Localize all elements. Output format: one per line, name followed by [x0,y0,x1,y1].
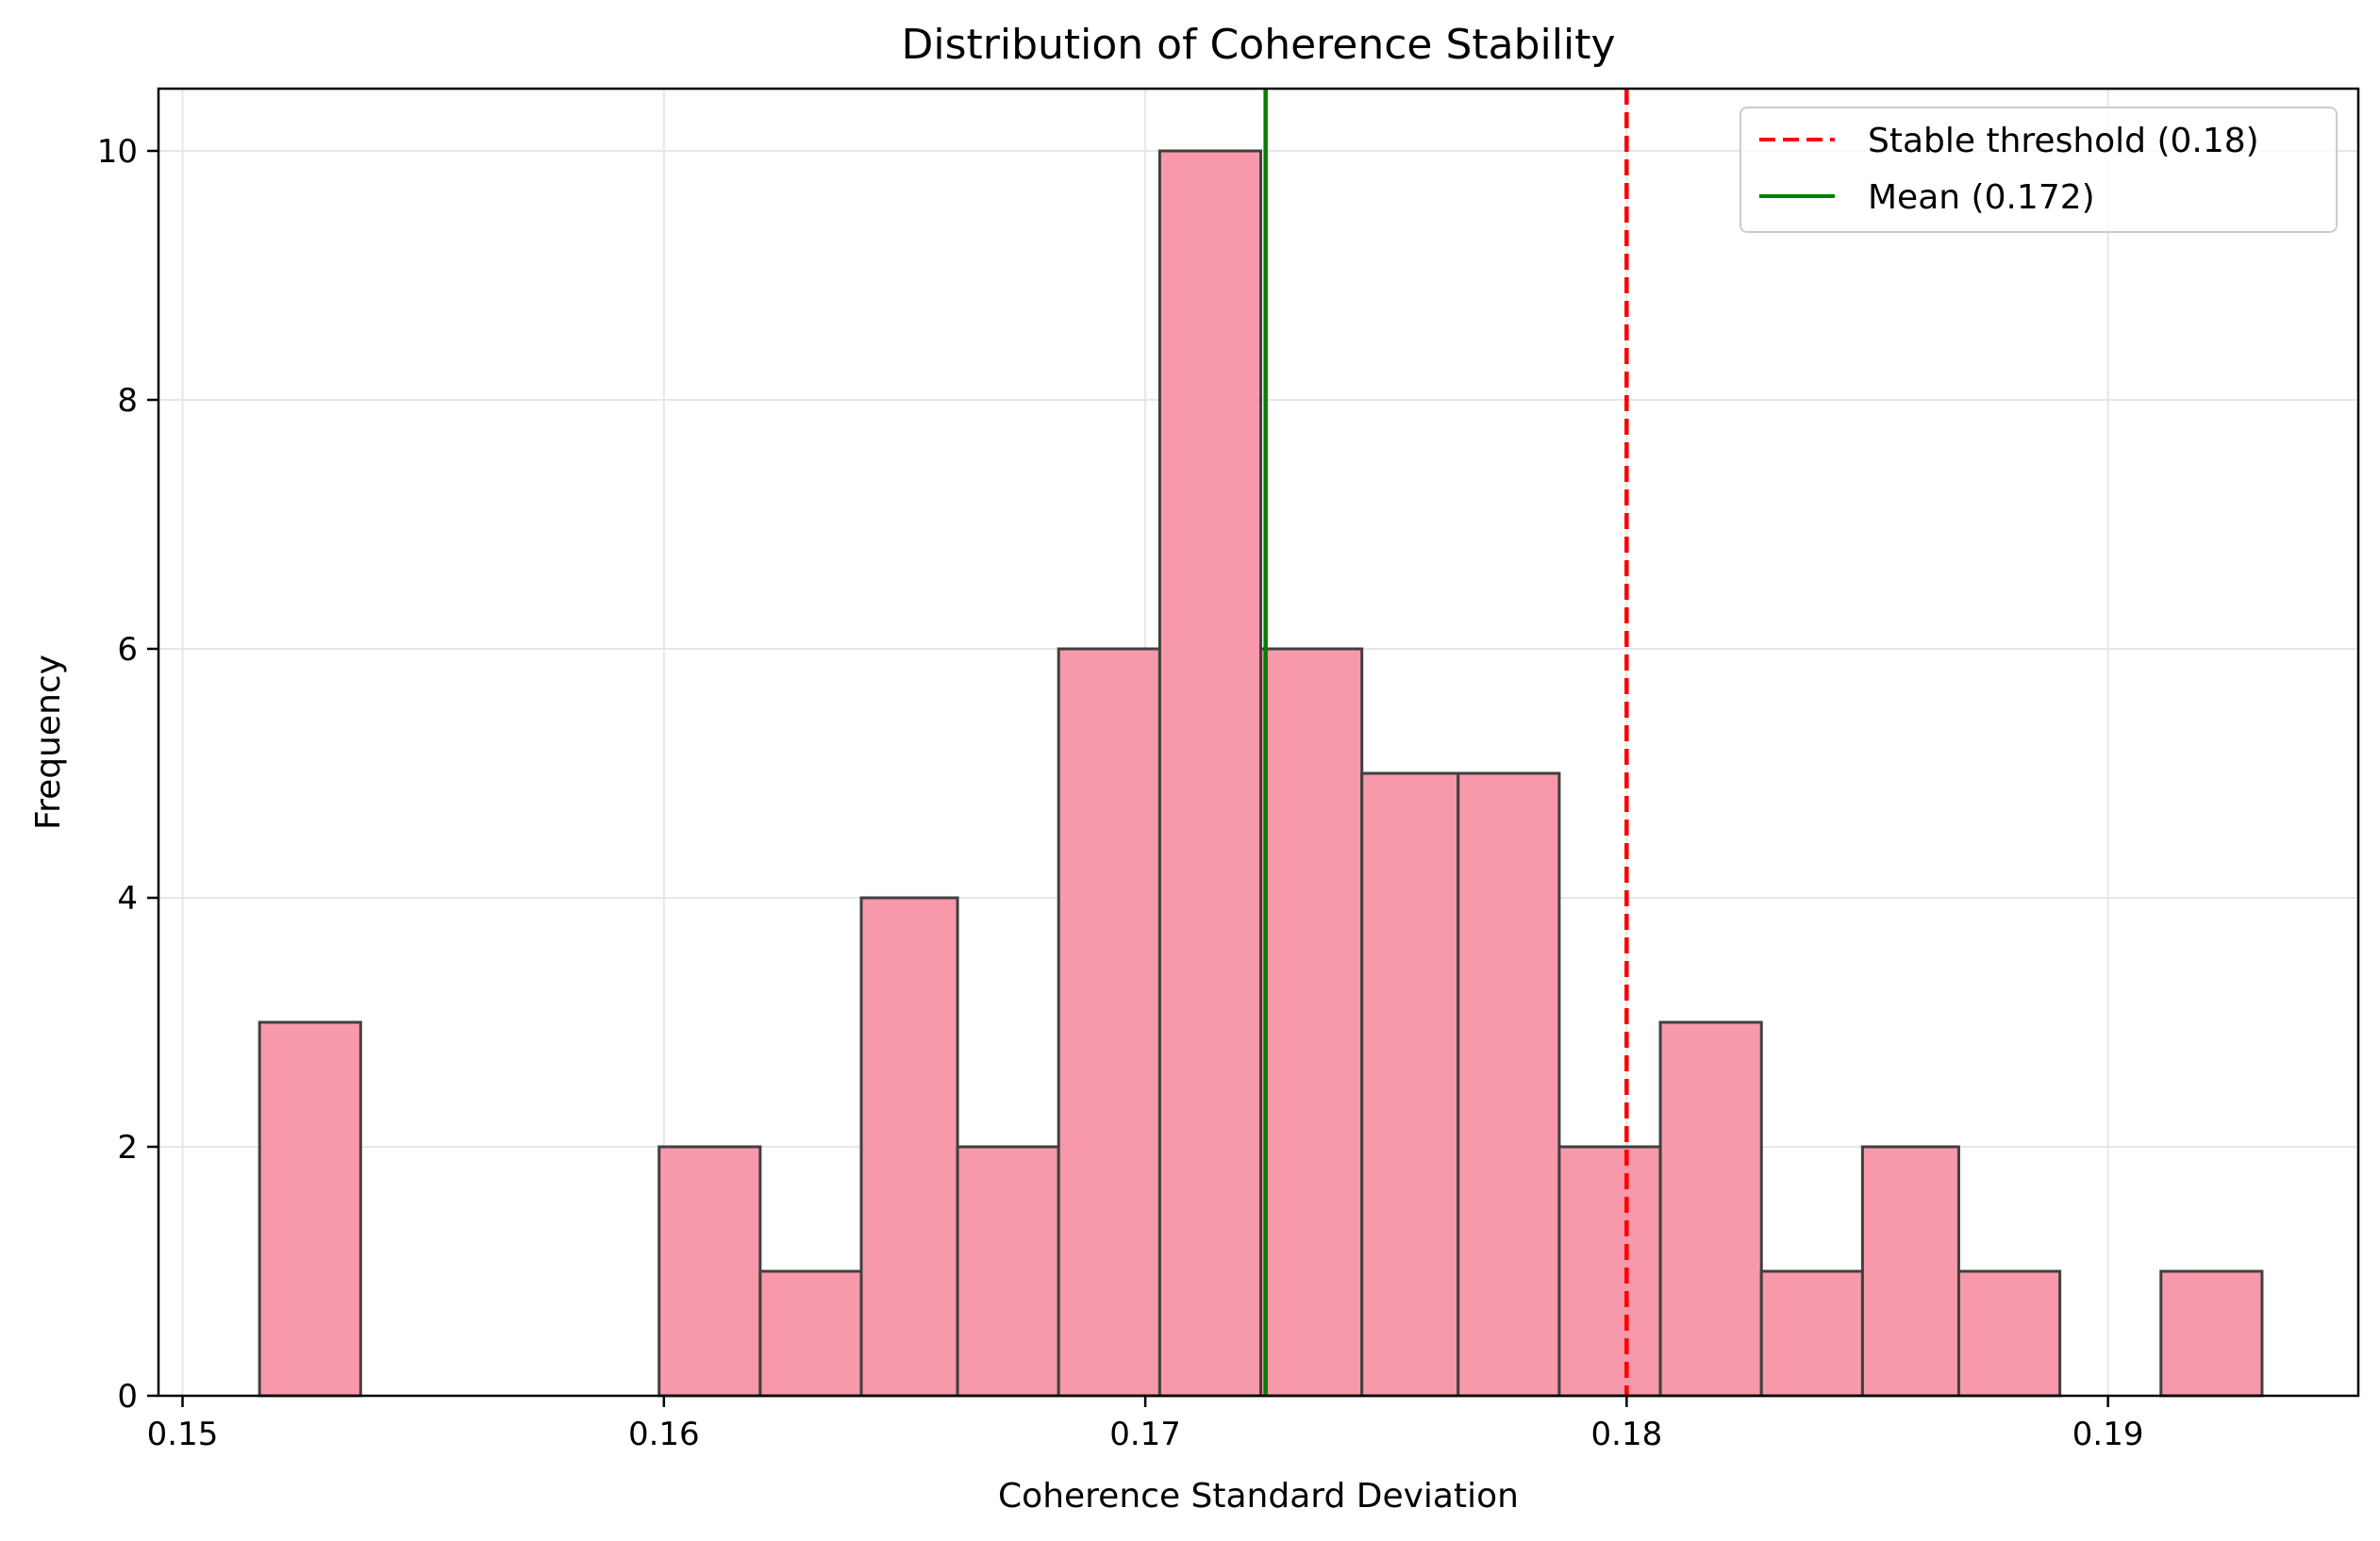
x-axis-ticks: 0.15 0.16 0.17 0.18 0.19 [147,1396,2144,1453]
histogram-bar-19 [2159,1269,2264,1398]
histogram-bar-0 [258,1020,362,1398]
y-tick-label-5: 10 [97,133,138,171]
histogram-bar-11 [1360,771,1460,1398]
histogram-bar-9 [1157,149,1263,1398]
histogram-bar-7 [956,1145,1060,1398]
legend: Stable threshold (0.18) Mean (0.172) [1739,107,2338,233]
reference-lines [1263,89,1629,1396]
histogram-bar-4 [657,1145,762,1398]
histogram-bar-12 [1456,771,1561,1398]
histogram-bar-15 [1759,1269,1864,1398]
y-tick-label-2: 4 [117,880,138,918]
y-axis-label: Frequency [29,655,68,830]
legend-label-mean: Mean (0.172) [1868,178,2095,217]
histogram-bar-10 [1259,647,1364,1398]
y-tick-label-3: 6 [117,631,138,669]
histogram-bar-14 [1658,1020,1763,1398]
legend-box [1739,107,2338,233]
y-tick-label-0: 0 [117,1378,138,1416]
histogram-bar-6 [859,896,959,1398]
legend-label-threshold: Stable threshold (0.18) [1868,122,2259,160]
histogram-bar-16 [1860,1145,1960,1398]
x-axis-label: Coherence Standard Deviation [998,1477,1519,1516]
x-tick-label-1: 0.16 [628,1416,700,1453]
x-tick-label-2: 0.17 [1109,1416,1181,1453]
x-tick-label-0: 0.15 [147,1416,219,1453]
x-tick-label-4: 0.19 [2072,1416,2144,1453]
y-axis-ticks: 0 2 4 6 8 10 [97,133,158,1416]
histogram-bars [258,149,2264,1398]
histogram-bar-8 [1057,647,1161,1398]
histogram-bar-13 [1557,1145,1662,1398]
chart-title: Distribution of Coherence Stability [901,21,1615,69]
plot-frame [157,87,2360,1398]
y-tick-label-4: 8 [117,382,138,420]
histogram-bar-5 [758,1269,863,1398]
x-tick-label-3: 0.18 [1591,1416,1663,1453]
histogram-bar-17 [1956,1269,2062,1398]
y-tick-label-1: 2 [117,1129,138,1167]
